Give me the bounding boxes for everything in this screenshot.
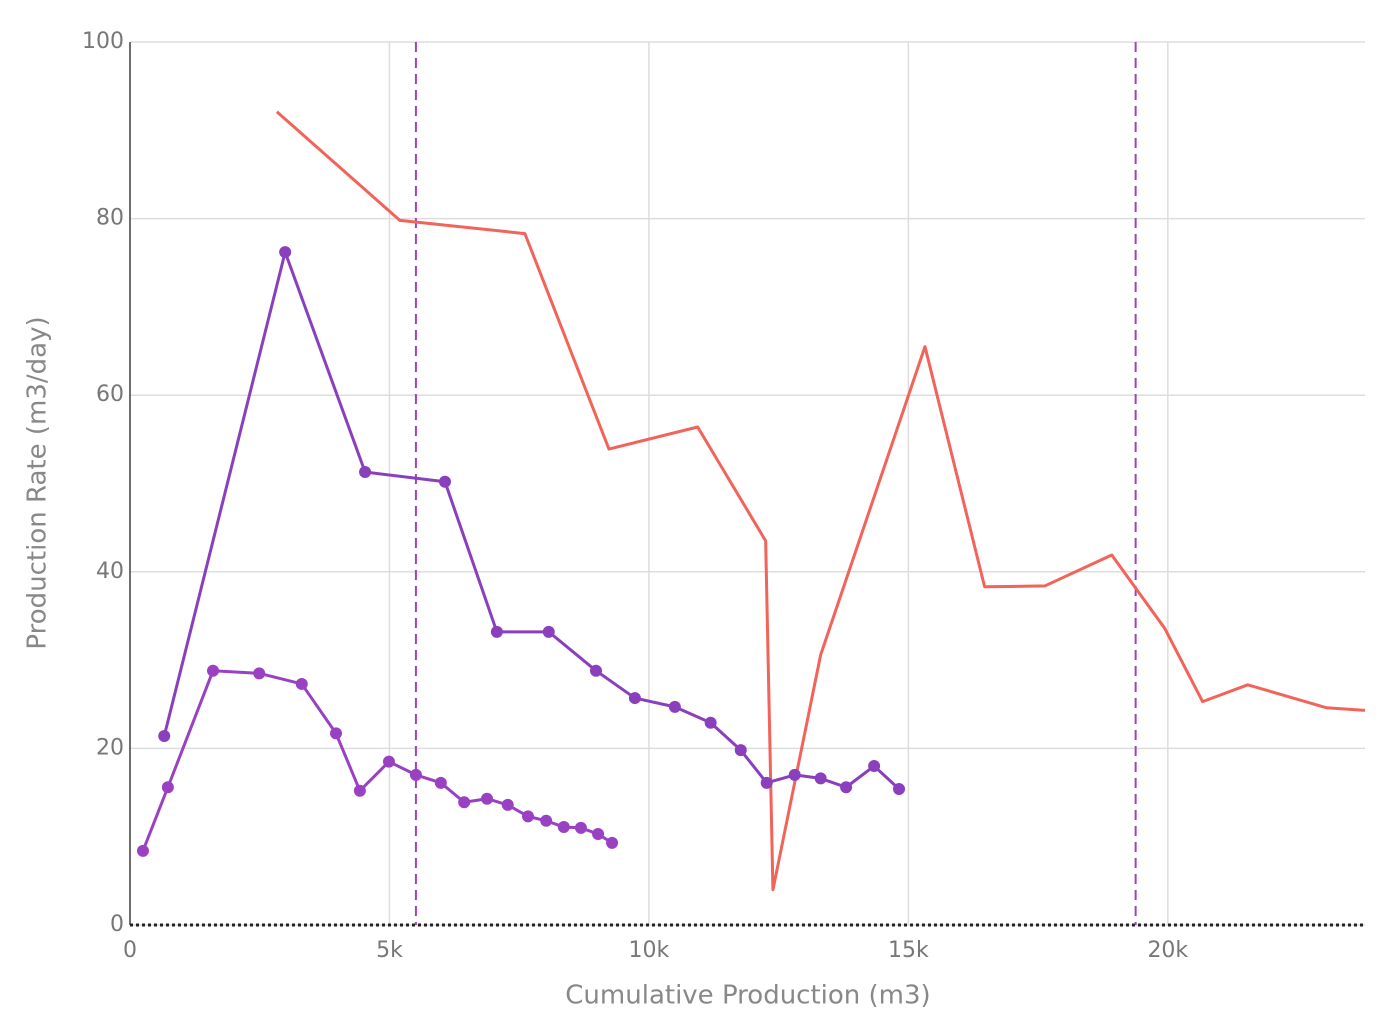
x-tick-label: 5k [376, 938, 403, 963]
data-point [490, 625, 503, 638]
data-point [542, 625, 555, 638]
data-point [592, 828, 605, 841]
y-tick-label: 0 [110, 912, 124, 937]
x-tick-label: 0 [123, 938, 137, 963]
x-tick-label: 10k [629, 938, 670, 963]
data-point [540, 814, 553, 827]
y-tick-label: 100 [82, 29, 124, 54]
data-point [574, 821, 587, 834]
data-point [253, 667, 266, 680]
data-point [589, 664, 602, 677]
x-tick-label: 20k [1147, 938, 1188, 963]
data-point [458, 796, 471, 809]
data-point [606, 836, 619, 849]
data-point [382, 755, 395, 768]
data-point [840, 781, 853, 794]
y-axis-title: Production Rate (m3/day) [23, 316, 53, 649]
data-point [704, 716, 717, 729]
data-point [522, 810, 535, 823]
data-point [161, 781, 174, 794]
series-line [162, 250, 901, 791]
data-point [438, 475, 451, 488]
data-point [353, 784, 366, 797]
y-tick-label: 60 [96, 382, 124, 407]
data-point [868, 760, 881, 773]
data-point [158, 730, 171, 743]
data-point [788, 768, 801, 781]
data-point [628, 692, 641, 705]
y-tick-label: 20 [96, 735, 124, 760]
data-point [295, 677, 308, 690]
data-point [893, 783, 906, 796]
data-point [668, 700, 681, 713]
y-tick-label: 40 [96, 559, 124, 584]
data-point [136, 844, 149, 857]
data-point [734, 744, 747, 757]
data-point [279, 246, 292, 259]
data-point [481, 792, 494, 805]
data-point [557, 820, 570, 833]
data-point [409, 768, 422, 781]
x-tick-label: 15k [888, 938, 929, 963]
data-point [207, 664, 220, 677]
data-point [434, 776, 447, 789]
data-point [330, 727, 343, 740]
y-tick-label: 80 [96, 206, 124, 231]
data-point [501, 798, 514, 811]
data-point [359, 466, 372, 479]
x-axis-title: Cumulative Production (m3) [565, 981, 930, 1011]
data-point [814, 772, 827, 785]
series-line [275, 110, 1366, 892]
data-point [760, 776, 773, 789]
